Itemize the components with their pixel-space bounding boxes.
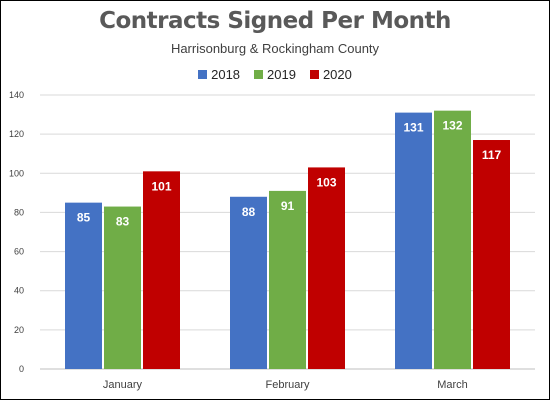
data-label: 101 xyxy=(151,179,171,193)
x-tick-label: March xyxy=(437,379,468,391)
legend-label: 2019 xyxy=(267,66,296,82)
chart-subtitle: Harrisonburg & Rockingham County xyxy=(170,41,380,56)
legend-swatch xyxy=(198,69,208,79)
bar-2019-february xyxy=(269,190,306,369)
bar-2018-march xyxy=(395,112,432,369)
legend-item-2018: 2018 xyxy=(198,66,240,82)
data-label: 85 xyxy=(77,211,91,225)
y-tick-label: 0 xyxy=(19,364,24,374)
legend-item-2020: 2020 xyxy=(309,66,352,82)
legend-swatch xyxy=(309,69,319,79)
y-tick-label: 60 xyxy=(14,247,24,257)
data-label: 103 xyxy=(316,175,336,189)
y-tick-label: 40 xyxy=(14,286,24,296)
data-label: 91 xyxy=(281,199,295,213)
chart-title: Contracts Signed Per Month xyxy=(99,8,451,34)
data-label: 83 xyxy=(116,215,130,229)
data-label: 131 xyxy=(403,121,423,135)
legend-item-2019: 2019 xyxy=(254,66,296,82)
bar-2020-february xyxy=(308,167,345,369)
y-tick-label: 140 xyxy=(9,90,24,100)
bar-2019-march xyxy=(434,110,471,370)
bar-2020-january xyxy=(143,171,180,369)
data-label: 132 xyxy=(442,119,462,133)
bar-2020-march xyxy=(473,140,510,369)
legend-swatch xyxy=(254,69,264,79)
chart-legend: 2018 2019 2020 xyxy=(0,66,550,82)
bar-2018-january xyxy=(65,202,102,369)
x-tick-label: February xyxy=(265,379,310,391)
data-label: 88 xyxy=(242,205,256,219)
bar-2018-february xyxy=(230,196,267,369)
y-tick-label: 20 xyxy=(14,325,24,335)
data-label: 117 xyxy=(482,148,502,162)
bar-2019-january xyxy=(104,206,141,369)
x-tick-label: January xyxy=(103,379,143,391)
legend-label: 2020 xyxy=(322,66,352,82)
y-tick-label: 120 xyxy=(9,129,24,139)
y-tick-label: 100 xyxy=(9,168,24,178)
y-tick-label: 80 xyxy=(14,207,24,217)
legend-label: 2018 xyxy=(211,66,241,82)
